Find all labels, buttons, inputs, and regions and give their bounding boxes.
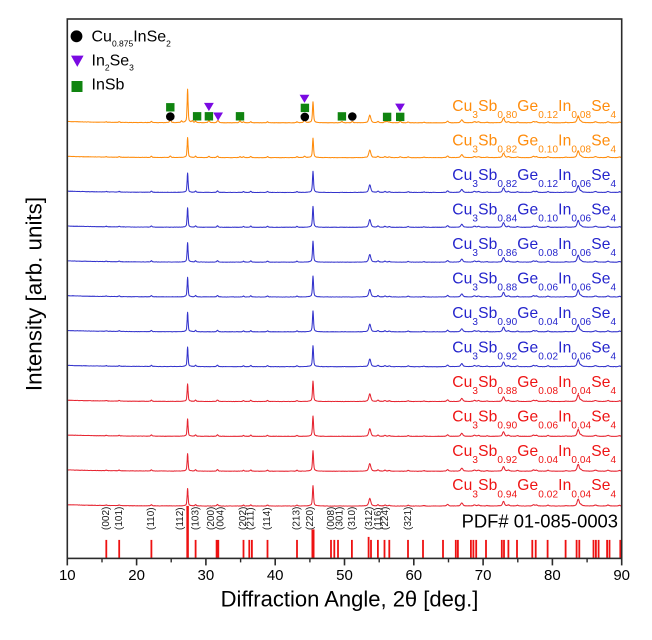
svg-text:(301): (301): [335, 507, 346, 530]
svg-text:(211): (211): [245, 507, 256, 530]
svg-text:Cu0.875InSe2: Cu0.875InSe2: [92, 29, 172, 49]
svg-text:In2Se3: In2Se3: [92, 53, 135, 73]
svg-text:40: 40: [267, 567, 284, 584]
svg-text:(202): (202): [238, 507, 249, 530]
svg-text:(220): (220): [305, 507, 316, 530]
svg-text:80: 80: [544, 567, 561, 584]
svg-text:(103): (103): [190, 507, 201, 530]
svg-text:InSb: InSb: [92, 76, 125, 93]
svg-text:(116): (116): [373, 507, 384, 530]
svg-text:(200): (200): [206, 507, 217, 530]
svg-text:(008): (008): [326, 507, 337, 530]
svg-text:50: 50: [336, 567, 353, 584]
svg-text:(224): (224): [380, 507, 391, 530]
svg-text:10: 10: [59, 567, 76, 584]
svg-text:20: 20: [128, 567, 145, 584]
svg-text:(310): (310): [347, 507, 358, 530]
svg-text:(004): (004): [215, 507, 226, 530]
svg-text:(321): (321): [403, 507, 414, 530]
svg-text:60: 60: [405, 567, 422, 584]
svg-text:(213): (213): [292, 507, 303, 530]
svg-text:(312): (312): [364, 507, 375, 530]
svg-text:(101): (101): [114, 507, 125, 530]
svg-text:30: 30: [198, 567, 215, 584]
svg-text:(114): (114): [262, 507, 273, 530]
svg-text:90: 90: [613, 567, 630, 584]
svg-text:PDF# 01-085-0003: PDF# 01-085-0003: [462, 510, 618, 531]
svg-text:Diffraction Angle, 2θ [deg.]: Diffraction Angle, 2θ [deg.]: [221, 587, 479, 612]
svg-text:70: 70: [475, 567, 492, 584]
svg-text:(002): (002): [101, 507, 112, 530]
svg-text:Intensity [arb. units]: Intensity [arb. units]: [22, 197, 47, 391]
svg-text:(110): (110): [146, 507, 157, 530]
svg-text:(112): (112): [175, 507, 186, 530]
